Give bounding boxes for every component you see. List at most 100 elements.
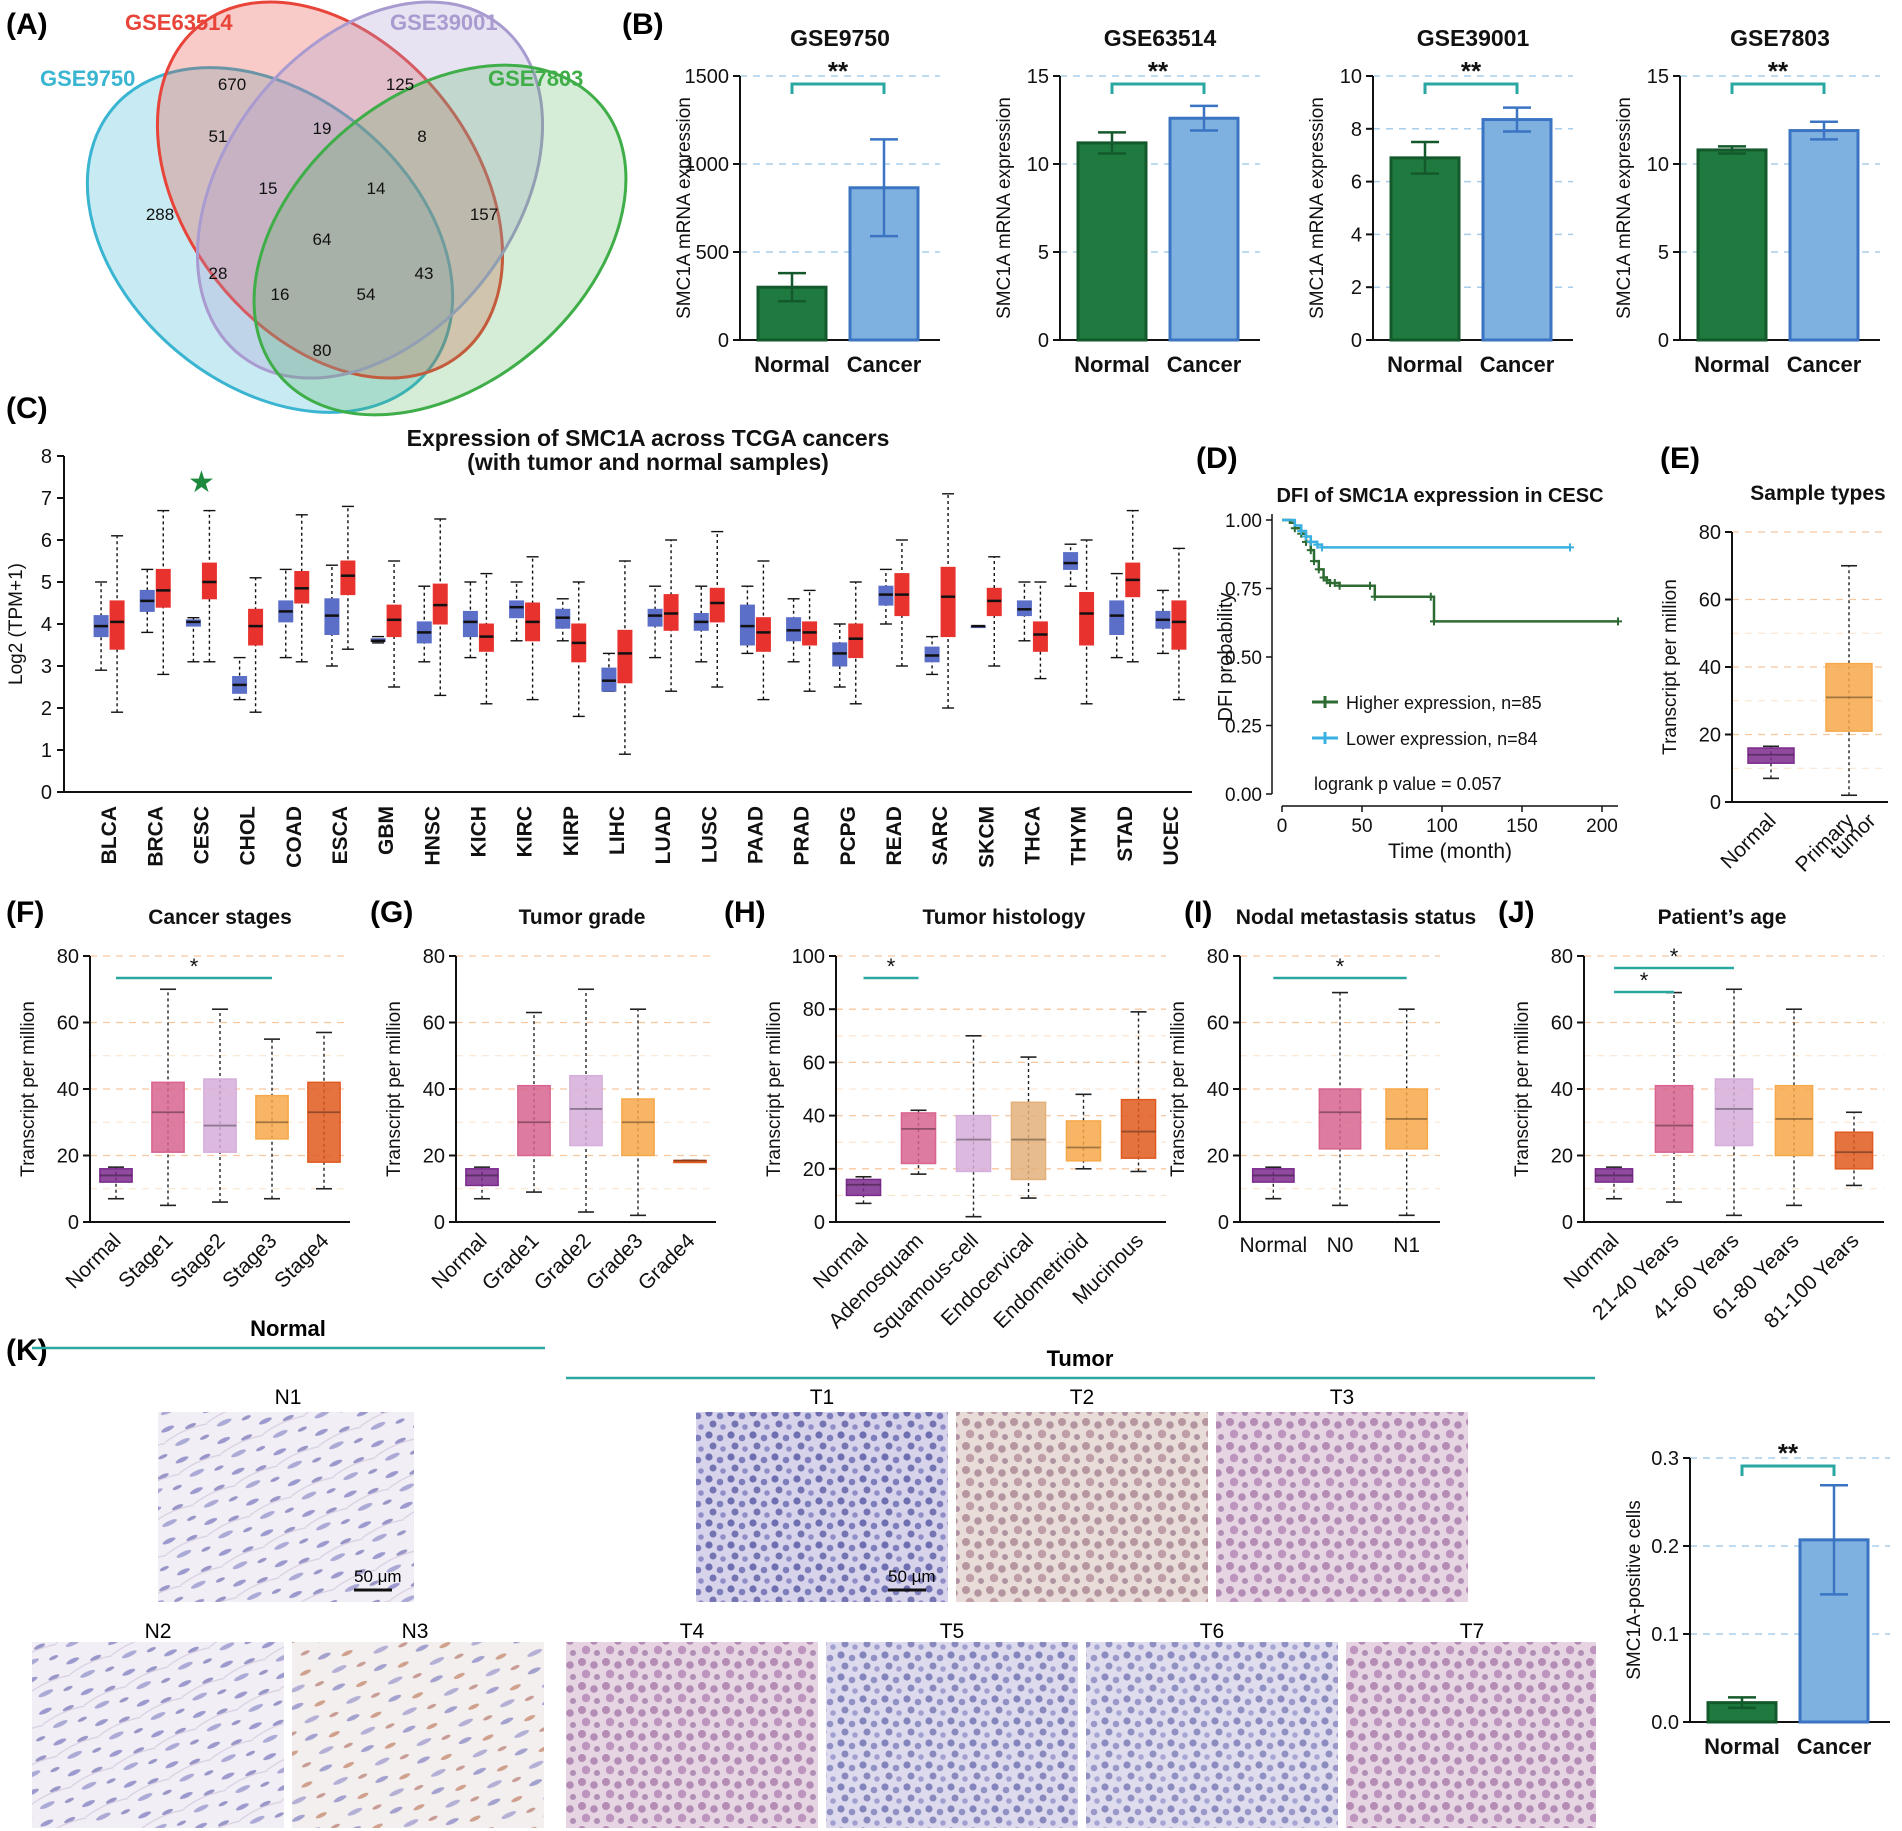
bar-chart-gse9750: GSE9750 0 500 1000 1500 SMC1A mRNA expression… bbox=[674, 25, 940, 377]
histology-panel: Normal Tumor N1 50 μm N2 N3 T1 50 μm T2 … bbox=[32, 1316, 1596, 1828]
x-tick-label: Cancer bbox=[1167, 352, 1242, 377]
y-tick-label: 40 bbox=[423, 1079, 445, 1101]
x-tick-label: 150 bbox=[1506, 816, 1538, 837]
panel-k-bar-chart: 0.0 0.1 0.2 0.3 SMC1A-positive cells Normal Ca… bbox=[1624, 1438, 1890, 1759]
p-value-label: logrank p value = 0.057 bbox=[1314, 774, 1502, 794]
y-tick-label: 6 bbox=[41, 530, 52, 552]
box-stage3 bbox=[255, 1094, 289, 1140]
y-axis-label: SMC1A mRNA expression bbox=[1307, 97, 1328, 319]
box-tumor-pcpg bbox=[848, 623, 864, 659]
box-normal-kirc bbox=[509, 600, 525, 619]
box-grade2 bbox=[569, 1074, 603, 1147]
y-tick-label: 1000 bbox=[685, 154, 730, 176]
x-tick-label: LUAD bbox=[652, 806, 675, 864]
y-tick-label: 3 bbox=[41, 656, 52, 678]
y-tick-label: 80 bbox=[1699, 522, 1721, 544]
box-61-80-years bbox=[1774, 1084, 1814, 1157]
panel-label-h: (H) bbox=[724, 896, 766, 929]
panel-label-c: (C) bbox=[6, 392, 48, 425]
x-tick-label: ESCA bbox=[329, 806, 352, 864]
box-grade1 bbox=[517, 1084, 551, 1157]
x-tick-label: PCPG bbox=[837, 806, 860, 866]
x-tick-label: Grade3 bbox=[582, 1229, 648, 1295]
y-tick-label: 0.0 bbox=[1651, 1712, 1679, 1734]
panel-d-survival-curve: DFI of SMC1A expression in CESC 0.00 0.25 0… bbox=[1215, 485, 1622, 863]
y-tick-label: 80 bbox=[1207, 946, 1229, 968]
chart-title: GSE7803 bbox=[1730, 25, 1830, 51]
box-normal-thym bbox=[1063, 552, 1079, 570]
x-tick-label: HNSC bbox=[421, 806, 444, 866]
chart-title: Tumor grade bbox=[519, 906, 646, 929]
y-tick-label: 0.3 bbox=[1651, 1448, 1679, 1470]
x-tick-label: SKCM bbox=[975, 806, 998, 868]
y-tick-label: 20 bbox=[1699, 725, 1721, 747]
significance-bracket bbox=[1110, 82, 1206, 94]
significance-label: * bbox=[1336, 954, 1345, 979]
chart-title: GSE63514 bbox=[1104, 25, 1217, 51]
box-normal bbox=[465, 1168, 499, 1187]
histology-image-t6 bbox=[1086, 1642, 1338, 1828]
panel-c-boxplot: Expression of SMC1A across TCGA cancers(… bbox=[6, 425, 1192, 868]
y-axis-label: Transcript per million bbox=[1168, 1001, 1189, 1177]
box-tumor-lusc bbox=[709, 587, 725, 623]
histology-image-t7 bbox=[1346, 1642, 1596, 1828]
chart-title: Expression of SMC1A across TCGA cancers bbox=[407, 425, 890, 451]
y-tick-label: 100 bbox=[792, 946, 825, 968]
image-label-t7: T7 bbox=[1460, 1620, 1485, 1643]
box-n1 bbox=[1385, 1088, 1429, 1150]
significance-bracket bbox=[1423, 82, 1519, 94]
venn-label-gse63514: GSE63514 bbox=[125, 10, 233, 35]
box-stage4 bbox=[307, 1081, 341, 1163]
box-tumor-esca bbox=[340, 560, 356, 596]
y-tick-label: 60 bbox=[1207, 1013, 1229, 1035]
venn-set-gse39001 bbox=[195, 0, 545, 380]
image-label-t2: T2 bbox=[1070, 1386, 1095, 1409]
y-tick-label: 60 bbox=[1551, 1013, 1573, 1035]
box-normal bbox=[1747, 747, 1795, 764]
significance-bracket bbox=[1740, 1464, 1836, 1476]
y-tick-label: 1.00 bbox=[1225, 511, 1262, 532]
y-tick-label: 1 bbox=[41, 740, 52, 762]
y-tick-label: 60 bbox=[1699, 590, 1721, 612]
legend-entry: Lower expression, n=84 bbox=[1346, 729, 1538, 749]
y-tick-label: 40 bbox=[57, 1079, 79, 1101]
box-81-100-years bbox=[1834, 1131, 1874, 1170]
x-tick-label: Normal bbox=[1239, 1234, 1307, 1257]
box-endometrioid bbox=[1065, 1120, 1102, 1162]
box-tumor-paad bbox=[755, 617, 771, 652]
x-tick-label: 0 bbox=[1277, 816, 1288, 837]
x-tick-label: Grade1 bbox=[478, 1229, 544, 1295]
histology-image-t4 bbox=[566, 1642, 818, 1828]
y-tick-label: 20 bbox=[803, 1159, 825, 1181]
x-tick-label: Normal bbox=[1074, 352, 1150, 377]
bar-normal bbox=[1696, 148, 1768, 342]
venn-region-value: 51 bbox=[209, 127, 228, 146]
box-stage1 bbox=[151, 1081, 185, 1153]
x-tick-label: Normal bbox=[61, 1229, 125, 1293]
scale-bar-label: 50 μm bbox=[888, 1567, 936, 1586]
x-tick-label: Grade4 bbox=[634, 1229, 700, 1295]
x-tick-label: THYM bbox=[1068, 806, 1091, 866]
box-stage2 bbox=[203, 1078, 237, 1153]
chart-title: Cancer stages bbox=[148, 906, 292, 929]
y-tick-label: 500 bbox=[696, 242, 729, 264]
chart-title: Sample types bbox=[1750, 482, 1885, 505]
significance-label: ** bbox=[1461, 56, 1482, 86]
y-tick-label: 0 bbox=[1710, 792, 1721, 814]
bar-chart-gse39001: GSE39001 0 2 4 6 8 10 SMC1A mRNA expression Norm… bbox=[1307, 25, 1573, 377]
y-axis-label: Transcript per million bbox=[764, 1001, 785, 1177]
significance-bracket bbox=[1730, 82, 1826, 94]
panel-label-d: (D) bbox=[1196, 442, 1238, 475]
image-label-n2: N2 bbox=[145, 1620, 172, 1643]
y-tick-label: 0.50 bbox=[1225, 648, 1262, 669]
venn-region-value: 16 bbox=[271, 285, 290, 304]
y-axis-label: SMC1A-positive cells bbox=[1624, 1500, 1645, 1680]
y-tick-label: 0.75 bbox=[1225, 580, 1262, 601]
x-tick-label: GBM bbox=[375, 806, 398, 855]
y-tick-label: 20 bbox=[1551, 1146, 1573, 1168]
panel-label-g: (G) bbox=[370, 896, 413, 929]
panel-h-boxplot: Tumor histology 0 20 40 60 80 100 Transcript pe… bbox=[764, 906, 1166, 1344]
image-label-n1: N1 bbox=[275, 1386, 302, 1409]
panel-i-boxplot: Nodal metastasis status 0 20 40 60 80 Transcri… bbox=[1168, 906, 1476, 1257]
box-tumor-thca bbox=[1032, 621, 1048, 652]
